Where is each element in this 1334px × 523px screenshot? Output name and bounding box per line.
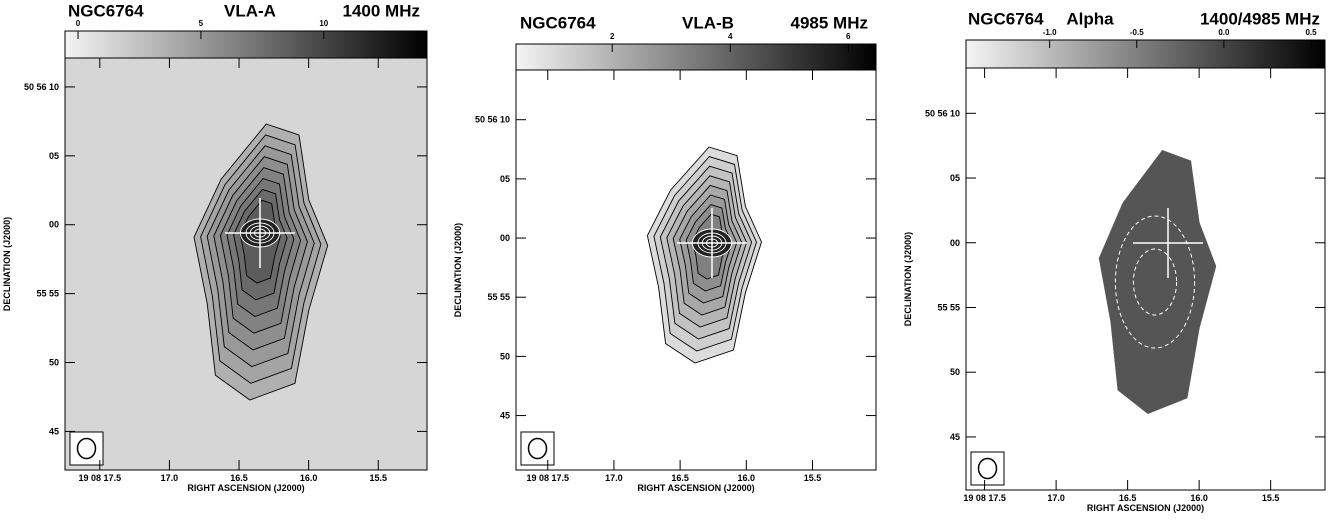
source-contour	[1098, 150, 1217, 414]
x-tick-label: 19 08 17.5	[79, 473, 122, 483]
alpha-contour	[1132, 248, 1178, 316]
x-tick-label: 19 08 17.5	[963, 493, 1006, 503]
x-tick-label: 17.0	[605, 473, 623, 483]
x-axis-label: RIGHT ASCENSION (J2000)	[1087, 503, 1204, 513]
y-tick-label: 50 56 10	[24, 82, 59, 92]
colorbar-tick-label: 2	[610, 32, 615, 41]
x-tick-label: 16.0	[300, 473, 318, 483]
x-axis-label: RIGHT ASCENSION (J2000)	[637, 483, 754, 493]
y-tick-label: 45	[950, 432, 960, 442]
colorbar-tick-label: -0.5	[1130, 28, 1144, 37]
beam	[527, 437, 548, 460]
panel-subtitle: VLA-B	[682, 13, 734, 32]
panel: NGC6764 VLA-B 4985 MHz 2 4 6 19 08 17.5 17.0 16.…	[453, 13, 877, 493]
panel-annotation: 1400/4985 MHz	[1200, 9, 1320, 28]
y-tick-label: 55 55	[937, 302, 960, 312]
x-tick-label: 19 08 17.5	[526, 473, 569, 483]
y-tick-label: 55 55	[36, 289, 59, 299]
alpha-contour	[1114, 215, 1196, 349]
colorbar	[965, 39, 1326, 69]
panel: NGC6764 Alpha 1400/4985 MHz -1.0 -0.5 0.0 0.5 1…	[903, 9, 1326, 513]
x-tick-label: 15.5	[804, 473, 822, 483]
y-tick-label: 05	[950, 173, 960, 183]
y-tick-label: 05	[500, 174, 510, 184]
colorbar-tick-label: 0	[76, 19, 81, 28]
x-tick-label: 17.0	[161, 473, 179, 483]
colorbar-tick-label: 0.5	[1305, 28, 1317, 37]
panel-title: NGC6764	[520, 13, 596, 32]
y-axis-label: DECLINATION (J2000)	[903, 232, 913, 326]
colorbar-tick-label: 6	[846, 32, 851, 41]
frame	[515, 69, 877, 471]
y-tick-label: 50	[950, 367, 960, 377]
panel-subtitle: Alpha	[1066, 9, 1114, 28]
colorbar-tick-label: 0.0	[1218, 28, 1230, 37]
frame	[64, 57, 428, 471]
panel-annotation: 4985 MHz	[791, 13, 868, 32]
x-axis-label: RIGHT ASCENSION (J2000)	[187, 483, 304, 493]
y-tick-label: 00	[500, 233, 510, 243]
beam-box	[520, 431, 555, 466]
y-tick-label: 45	[500, 411, 510, 421]
x-tick-label: 15.5	[370, 473, 388, 483]
beam	[977, 457, 998, 480]
y-axis-label: DECLINATION (J2000)	[453, 223, 463, 317]
x-tick-label: 17.0	[1047, 493, 1065, 503]
y-tick-label: 50	[49, 358, 59, 368]
y-tick-label: 45	[49, 426, 59, 436]
x-tick-label: 16.5	[1119, 493, 1137, 503]
y-tick-label: 50 56 10	[925, 108, 960, 118]
beam-box	[69, 431, 104, 466]
colorbar	[64, 30, 428, 59]
y-tick-label: 50 56 10	[475, 115, 510, 125]
colorbar-tick-label: 4	[728, 32, 733, 41]
y-tick-label: 00	[49, 220, 59, 230]
panel-subtitle: VLA-A	[224, 1, 276, 20]
colorbar	[515, 43, 877, 71]
x-tick-label: 16.5	[671, 473, 689, 483]
panel-annotation: 1400 MHz	[343, 1, 420, 20]
x-tick-label: 16.5	[230, 473, 248, 483]
colorbar-tick-label: -1.0	[1043, 28, 1057, 37]
y-tick-label: 55 55	[487, 292, 510, 302]
y-tick-label: 00	[950, 238, 960, 248]
beam	[76, 437, 97, 460]
panel-title: NGC6764	[68, 1, 144, 20]
x-tick-label: 16.0	[738, 473, 756, 483]
y-tick-label: 50	[500, 351, 510, 361]
colorbar-tick-label: 5	[199, 19, 204, 28]
colorbar-tick-label: 10	[319, 19, 328, 28]
y-axis-label: DECLINATION (J2000)	[2, 217, 12, 311]
beam-box	[970, 451, 1005, 486]
x-tick-label: 16.0	[1190, 493, 1208, 503]
x-tick-label: 15.5	[1262, 493, 1280, 503]
frame	[965, 67, 1326, 491]
y-tick-label: 05	[49, 151, 59, 161]
panel-title: NGC6764	[968, 9, 1044, 28]
